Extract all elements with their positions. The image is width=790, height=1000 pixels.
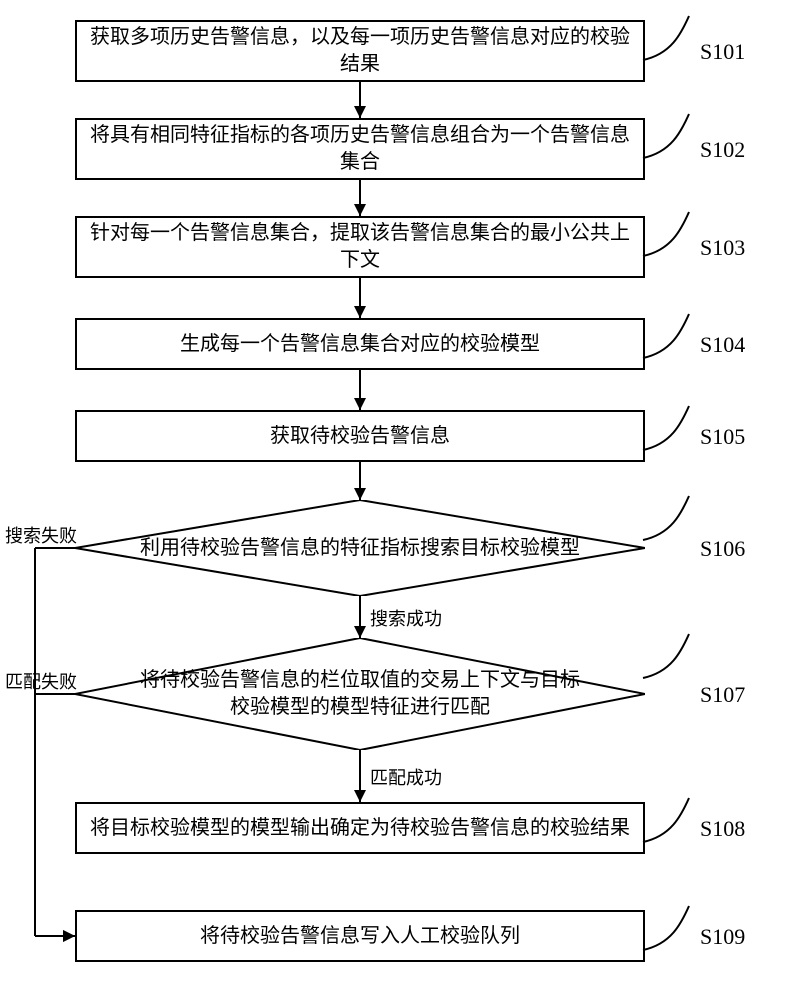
flow-box-text: 生成每一个告警信息集合对应的校验模型 [180,331,540,358]
flow-box-s105: 获取待校验告警信息 [75,410,645,462]
flow-box-text: 将具有相同特征指标的各项历史告警信息组合为一个告警信息集合 [85,122,635,176]
arrow-head-icon [354,790,366,802]
step-label-s109: S109 [700,924,745,950]
curl-bracket-icon [641,404,691,452]
edge-label: 匹配失败 [5,668,77,694]
connector-line [34,694,36,936]
curl-bracket-icon [641,312,691,360]
flow-box-s101: 获取多项历史告警信息，以及每一项历史告警信息对应的校验结果 [75,20,645,82]
curl-bracket-icon [641,904,691,952]
step-label-s103: S103 [700,235,745,261]
flow-diamond-s106: 利用待校验告警信息的特征指标搜索目标校验模型 [75,500,645,596]
edge-label: 匹配成功 [370,764,442,790]
flow-box-s102: 将具有相同特征指标的各项历史告警信息组合为一个告警信息集合 [75,118,645,180]
curl-bracket-icon [641,632,691,680]
arrow-head-icon [354,398,366,410]
edge-label: 搜索成功 [370,605,442,631]
arrow-head-icon [354,106,366,118]
step-label-s108: S108 [700,816,745,842]
step-label-s106: S106 [700,536,745,562]
curl-bracket-icon [641,494,691,542]
curl-bracket-icon [641,14,691,62]
flow-box-text: 将待校验告警信息写入人工校验队列 [200,923,520,950]
step-label-s102: S102 [700,137,745,163]
step-label-s105: S105 [700,424,745,450]
step-label-s104: S104 [700,332,745,358]
flow-box-text: 将目标校验模型的模型输出确定为待校验告警信息的校验结果 [90,815,630,842]
flow-box-text: 针对每一个告警信息集合，提取该告警信息集合的最小公共上下文 [85,220,635,274]
flow-box-s104: 生成每一个告警信息集合对应的校验模型 [75,318,645,370]
arrow-head-icon [354,488,366,500]
flow-diamond-text: 将待校验告警信息的栏位取值的交易上下文与目标校验模型的模型特征进行匹配 [135,667,585,721]
flow-diamond-s107: 将待校验告警信息的栏位取值的交易上下文与目标校验模型的模型特征进行匹配 [75,638,645,750]
flow-box-text: 获取待校验告警信息 [270,423,450,450]
arrow-head-icon [63,930,75,942]
curl-bracket-icon [641,210,691,258]
curl-bracket-icon [641,112,691,160]
arrow-head-icon [354,626,366,638]
flow-diamond-text: 利用待校验告警信息的特征指标搜索目标校验模型 [140,535,580,562]
flow-box-text: 获取多项历史告警信息，以及每一项历史告警信息对应的校验结果 [85,24,635,78]
flow-box-s103: 针对每一个告警信息集合，提取该告警信息集合的最小公共上下文 [75,216,645,278]
flow-box-s109: 将待校验告警信息写入人工校验队列 [75,910,645,962]
arrow-head-icon [354,204,366,216]
flow-box-s108: 将目标校验模型的模型输出确定为待校验告警信息的校验结果 [75,802,645,854]
step-label-s107: S107 [700,682,745,708]
edge-label: 搜索失败 [5,522,77,548]
arrow-head-icon [354,306,366,318]
step-label-s101: S101 [700,39,745,65]
curl-bracket-icon [641,796,691,844]
